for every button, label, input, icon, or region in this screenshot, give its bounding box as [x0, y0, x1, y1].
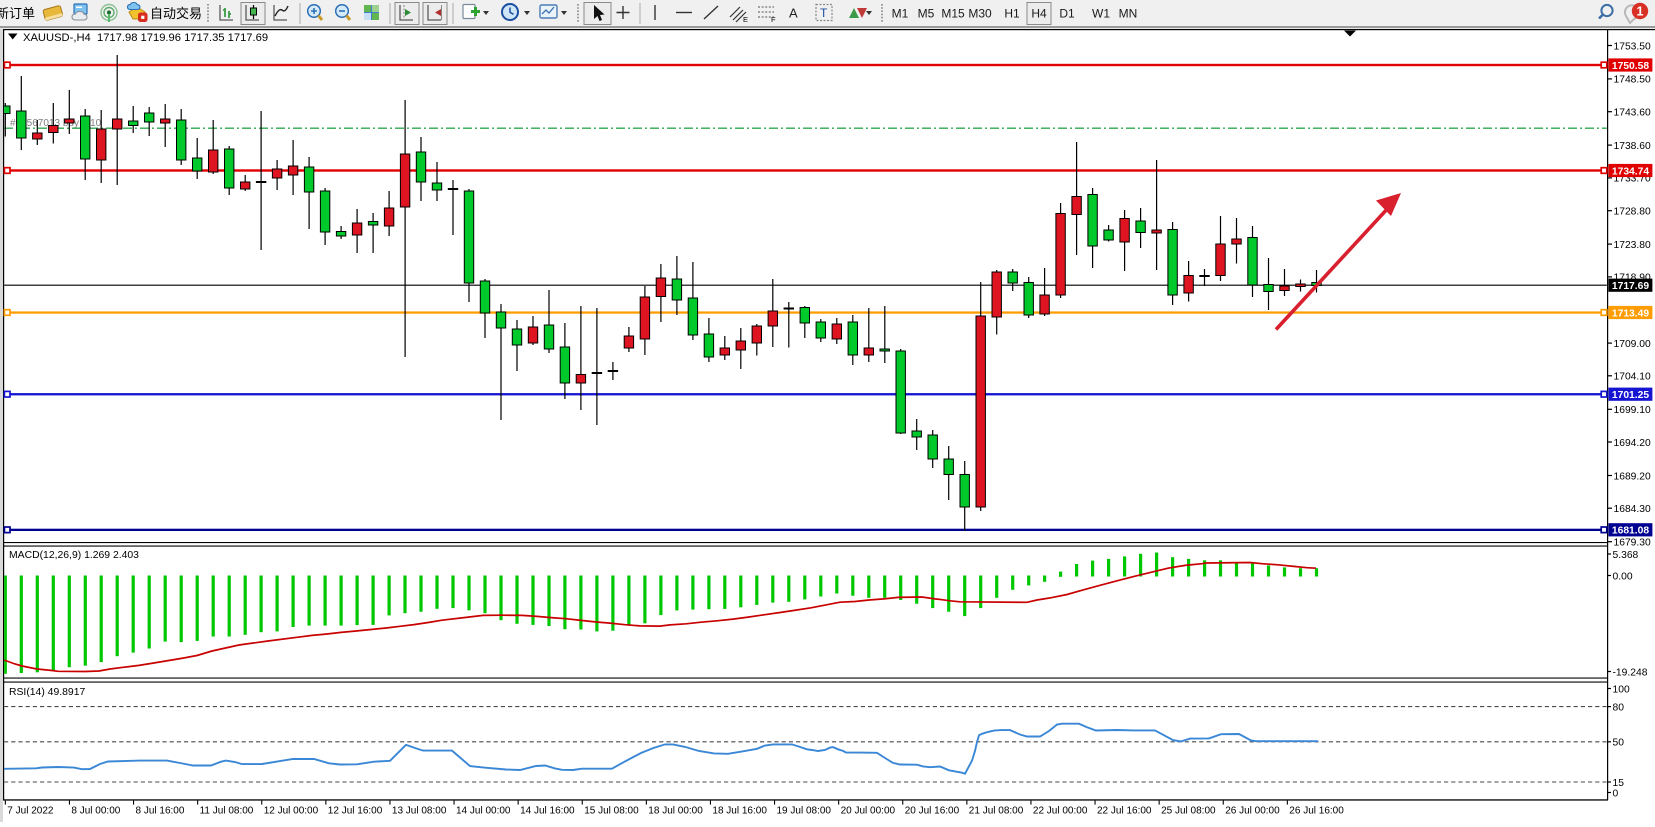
svg-text:22 Jul 16:00: 22 Jul 16:00	[1097, 806, 1152, 817]
svg-text:H1: H1	[1004, 7, 1020, 21]
svg-text:100: 100	[1613, 684, 1630, 695]
svg-text:26 Jul 16:00: 26 Jul 16:00	[1289, 806, 1344, 817]
svg-text:RSI(14) 49.8917: RSI(14) 49.8917	[9, 687, 85, 698]
svg-text:1704.10: 1704.10	[1614, 372, 1651, 383]
svg-text:22 Jul 00:00: 22 Jul 00:00	[1033, 806, 1088, 817]
svg-text:H4: H4	[1031, 7, 1047, 21]
svg-text:8 Jul 00:00: 8 Jul 00:00	[71, 806, 120, 817]
svg-text:1723.80: 1723.80	[1614, 240, 1651, 251]
svg-text:11 Jul 08:00: 11 Jul 08:00	[200, 806, 254, 817]
svg-text:15: 15	[1613, 778, 1625, 789]
svg-text:A: A	[789, 6, 798, 21]
svg-text:1701.25: 1701.25	[1612, 390, 1649, 401]
svg-text:20 Jul 00:00: 20 Jul 00:00	[841, 806, 896, 817]
svg-text:1717.69: 1717.69	[1612, 281, 1649, 292]
svg-text:1753.50: 1753.50	[1614, 41, 1651, 52]
svg-text:1748.50: 1748.50	[1614, 75, 1651, 86]
svg-text:F: F	[771, 15, 776, 24]
svg-text:25 Jul 08:00: 25 Jul 08:00	[1161, 806, 1216, 817]
svg-text:1: 1	[1637, 5, 1644, 19]
svg-text:1718.90: 1718.90	[1614, 273, 1651, 284]
svg-text:M15: M15	[941, 7, 965, 21]
svg-text:D1: D1	[1059, 7, 1075, 21]
svg-text:MACD(12,26,9) 1.269 2.403: MACD(12,26,9) 1.269 2.403	[9, 550, 139, 561]
svg-text:新订单: 新订单	[0, 6, 35, 21]
svg-text:26 Jul 00:00: 26 Jul 00:00	[1225, 806, 1280, 817]
svg-text:1679.30: 1679.30	[1614, 538, 1651, 549]
svg-text:1743.60: 1743.60	[1614, 108, 1651, 119]
svg-text:T: T	[820, 6, 828, 20]
svg-text:M5: M5	[918, 7, 935, 21]
svg-text:5.368: 5.368	[1613, 550, 1639, 561]
svg-text:1733.70: 1733.70	[1614, 174, 1651, 185]
svg-text:8 Jul 16:00: 8 Jul 16:00	[136, 806, 185, 817]
svg-text:1694.20: 1694.20	[1614, 438, 1651, 449]
svg-text:1709.00: 1709.00	[1614, 339, 1651, 350]
svg-text:#64567013 buy 0.10: #64567013 buy 0.10	[10, 118, 102, 129]
svg-text:19 Jul 08:00: 19 Jul 08:00	[777, 806, 832, 817]
svg-text:18 Jul 16:00: 18 Jul 16:00	[712, 806, 767, 817]
svg-text:MN: MN	[1119, 7, 1138, 21]
svg-text:1681.08: 1681.08	[1612, 526, 1649, 537]
svg-text:1713.49: 1713.49	[1612, 308, 1649, 319]
svg-text:0: 0	[1613, 788, 1619, 799]
svg-text:1684.30: 1684.30	[1614, 504, 1651, 515]
svg-text:1728.80: 1728.80	[1614, 207, 1651, 218]
svg-text:1738.60: 1738.60	[1614, 141, 1651, 152]
svg-text:1750.58: 1750.58	[1612, 61, 1649, 72]
svg-text:14 Jul 00:00: 14 Jul 00:00	[456, 806, 511, 817]
svg-text:12 Jul 00:00: 12 Jul 00:00	[264, 806, 319, 817]
svg-text:1734.74: 1734.74	[1612, 166, 1649, 177]
svg-text:自动交易: 自动交易	[150, 6, 202, 21]
svg-text:0.00: 0.00	[1613, 571, 1633, 582]
svg-text:15 Jul 08:00: 15 Jul 08:00	[584, 806, 639, 817]
svg-text:W1: W1	[1092, 7, 1110, 21]
svg-text:14 Jul 16:00: 14 Jul 16:00	[520, 806, 575, 817]
svg-text:7 Jul 2022: 7 Jul 2022	[7, 806, 54, 817]
svg-text:E: E	[743, 15, 748, 24]
svg-text:50: 50	[1613, 738, 1625, 749]
svg-text:-19.248: -19.248	[1613, 667, 1648, 678]
svg-text:1689.20: 1689.20	[1614, 471, 1651, 482]
svg-text:12 Jul 16:00: 12 Jul 16:00	[328, 806, 383, 817]
svg-text:20 Jul 16:00: 20 Jul 16:00	[905, 806, 960, 817]
svg-text:XAUUSD-,H4 1717.98 1719.96 17: XAUUSD-,H4 1717.98 1719.96 1717.35 1717.…	[23, 32, 268, 44]
svg-text:1699.10: 1699.10	[1614, 405, 1651, 416]
svg-text:21 Jul 08:00: 21 Jul 08:00	[969, 806, 1024, 817]
svg-text:M30: M30	[968, 7, 992, 21]
svg-text:M1: M1	[892, 7, 909, 21]
svg-text:80: 80	[1613, 702, 1625, 713]
svg-text:18 Jul 00:00: 18 Jul 00:00	[648, 806, 703, 817]
svg-text:13 Jul 08:00: 13 Jul 08:00	[392, 806, 447, 817]
